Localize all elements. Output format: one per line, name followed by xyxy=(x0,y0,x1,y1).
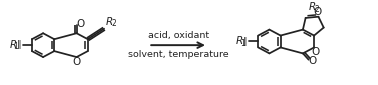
Text: acid, oxidant: acid, oxidant xyxy=(147,31,209,40)
Text: O: O xyxy=(313,7,322,17)
Text: R: R xyxy=(236,36,243,46)
Text: ‖: ‖ xyxy=(243,37,248,46)
Text: 2: 2 xyxy=(112,19,117,28)
Text: R: R xyxy=(106,17,113,27)
Text: O: O xyxy=(311,47,319,57)
Text: 1: 1 xyxy=(14,42,19,52)
Text: 1: 1 xyxy=(240,39,245,48)
Text: R: R xyxy=(9,40,17,50)
Text: ‖: ‖ xyxy=(17,40,21,49)
Text: R: R xyxy=(308,2,316,12)
Text: O: O xyxy=(73,57,81,67)
Text: O: O xyxy=(76,19,85,29)
Text: solvent, temperature: solvent, temperature xyxy=(128,50,228,59)
Text: O: O xyxy=(308,56,317,66)
Text: 2: 2 xyxy=(314,5,319,14)
